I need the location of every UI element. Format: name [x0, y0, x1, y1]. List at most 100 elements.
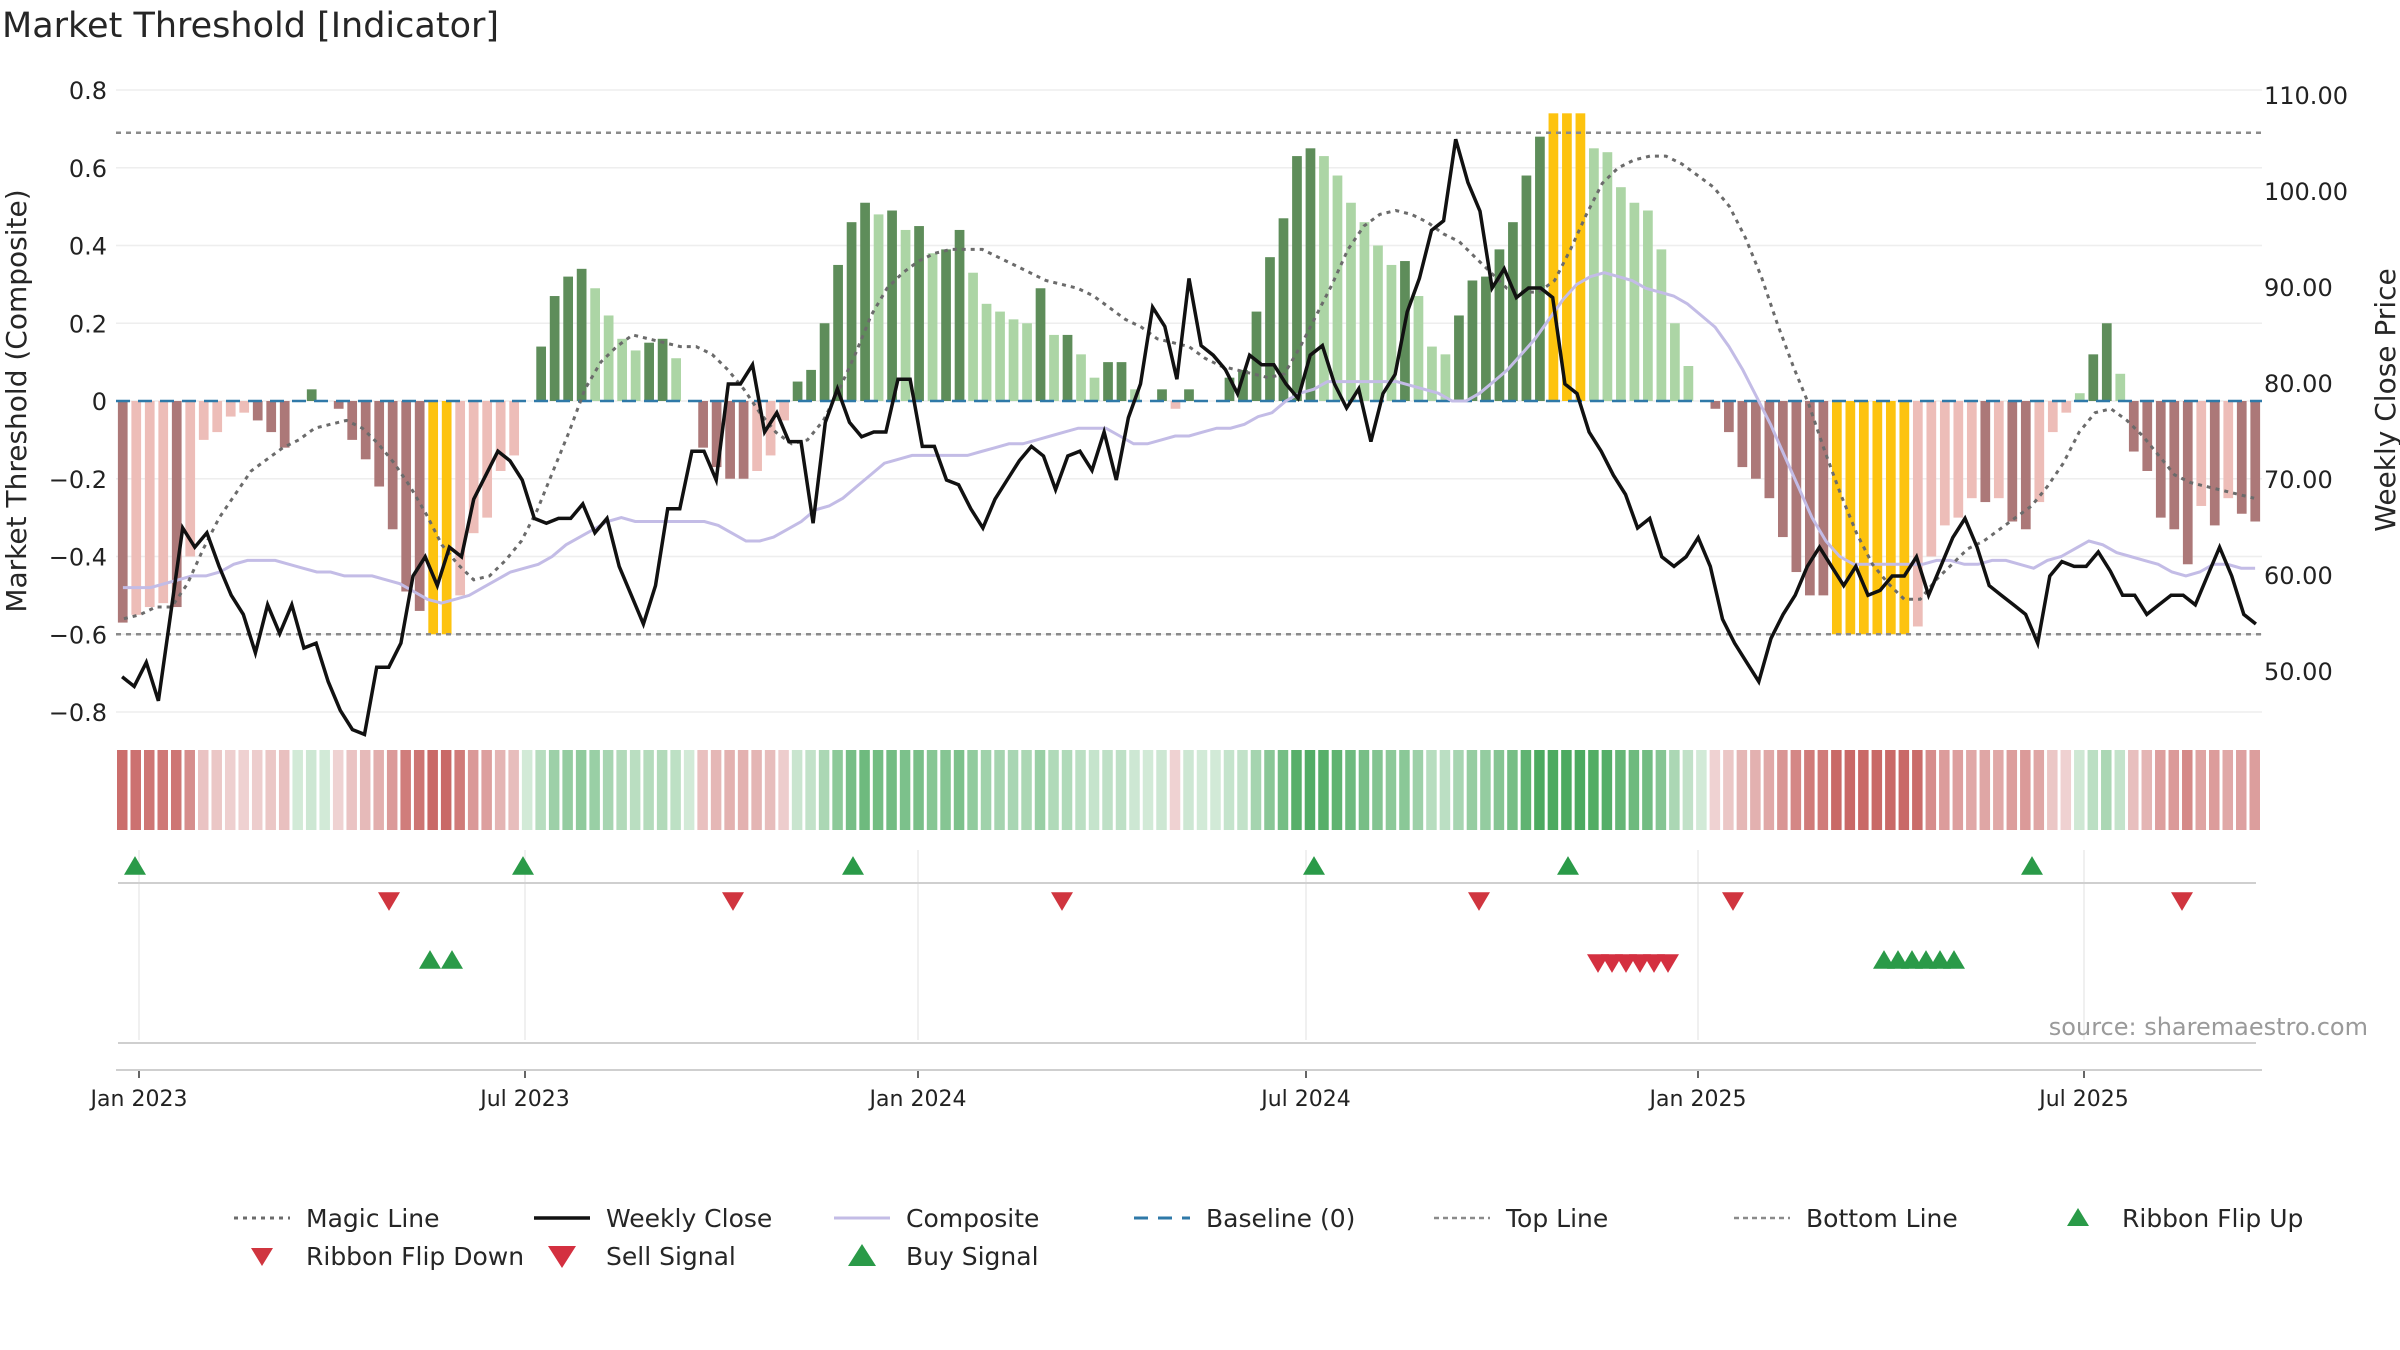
composite-bar [2169, 401, 2180, 530]
ribbon-cell [859, 750, 870, 830]
y-tick-label: 0 [92, 388, 107, 416]
composite-bar [2047, 401, 2058, 433]
y-tick-label: 0.4 [69, 233, 107, 261]
composite-bar [509, 401, 520, 456]
ribbon-cell [454, 750, 465, 830]
composite-bar [1305, 148, 1316, 401]
composite-bar [536, 346, 547, 401]
x-tick-label: Jan 2025 [1648, 1087, 1747, 1112]
composite-bar [1535, 136, 1545, 401]
ribbon-cell [1763, 750, 1775, 830]
composite-bar [198, 401, 209, 440]
ribbon-cell [400, 750, 411, 830]
legend-label: Ribbon Flip Down [306, 1242, 524, 1271]
buy-signal-marker [1929, 950, 1951, 969]
composite-bar [1481, 276, 1491, 401]
source-credit: source: sharemaestro.com [2049, 1013, 2368, 1041]
x-tick-label: Jan 2023 [89, 1087, 188, 1112]
ribbon-cell [373, 750, 384, 830]
x-tick-label: Jan 2024 [868, 1087, 967, 1112]
composite-bar [1346, 202, 1356, 401]
composite-bar [563, 276, 574, 401]
ribbon-cell [1007, 750, 1019, 830]
composite-bar [2142, 401, 2153, 471]
axes: −0.8 −0.6 −0.4 −0.2 0 0.2 0.4 0.6 0.8 50.00 60.00 7… [0, 77, 2400, 1112]
ribbon-cell [2087, 750, 2099, 830]
composite-bar [1008, 319, 1019, 401]
composite-bar [117, 401, 128, 623]
ribbon-cell [2155, 750, 2166, 830]
ribbon-cell [1804, 750, 1815, 830]
ribbon-cell [1358, 750, 1370, 830]
composite-bar [2209, 401, 2220, 526]
buy-signal-marker [1887, 950, 1909, 969]
ribbon-cell [1169, 750, 1181, 830]
composite-bar [1413, 296, 1424, 401]
ribbon-cell [535, 750, 546, 830]
composite-bar [1710, 401, 1721, 409]
triangle-down-icon [251, 1248, 273, 1266]
ribbon-cell [670, 750, 681, 830]
composite-bar [1885, 401, 1896, 635]
composite-bar [819, 323, 830, 401]
ribbon-cell [2182, 750, 2193, 830]
ribbon-cell [1574, 750, 1586, 830]
composite-bar [360, 401, 371, 460]
ribbon-cell [2168, 750, 2180, 830]
ribbon-cell [1696, 750, 1707, 830]
legend-item: Buy Signal [848, 1242, 1039, 1271]
ribbon-cell [1439, 750, 1451, 830]
ribbon-flip-down-marker [2171, 892, 2193, 911]
y-tick-label: −0.6 [49, 621, 107, 649]
weekly-close-line [121, 138, 2257, 737]
composite-bar [212, 401, 223, 433]
composite-bar [279, 401, 290, 448]
composite-bar [1332, 175, 1343, 401]
ribbon-cell [292, 750, 303, 830]
ribbon-cell [2020, 750, 2031, 830]
ribbon-cell [1790, 750, 1802, 830]
ribbon-cell [1534, 750, 1545, 830]
ribbon-cell [2141, 750, 2153, 830]
ribbon-flip-up-marker [512, 856, 534, 875]
ribbon-cell [2222, 750, 2234, 830]
composite-bar [2061, 401, 2072, 413]
composite-bar [1089, 377, 1100, 401]
ribbon-flip-up-marker [124, 856, 146, 875]
series-lines [116, 131, 2262, 737]
ribbon-cell [319, 750, 330, 830]
chart-title: Market Threshold [Indicator] [2, 6, 500, 46]
ribbon-cell [1385, 750, 1397, 830]
composite-bar [2236, 401, 2247, 514]
composite-bar [1035, 288, 1046, 401]
composite-bar [860, 202, 870, 401]
legend-label: Ribbon Flip Up [2122, 1204, 2303, 1233]
composite-bar [1427, 346, 1437, 401]
ribbon-cell [575, 750, 587, 830]
sell-signal-marker [1629, 954, 1651, 973]
ribbon-cell [2006, 750, 2018, 830]
legend-label: Composite [906, 1204, 1039, 1233]
x-tick-label: Jul 2025 [2037, 1087, 2129, 1112]
y2-tick-label: 100.00 [2264, 178, 2348, 206]
composite-bar [833, 264, 843, 401]
composite-bar [981, 303, 992, 401]
composite-bar [2020, 401, 2031, 530]
composite-bar [1656, 249, 1667, 401]
composite-bar [1899, 401, 1910, 635]
ribbon-cell [967, 750, 978, 830]
ribbon-cell [1655, 750, 1667, 830]
composite-bar [2074, 393, 2085, 401]
ribbon-cell [1196, 750, 1208, 830]
composite-bar [1076, 354, 1086, 401]
ribbon-flip-up-marker [2021, 856, 2043, 875]
ribbon-cell [1021, 750, 1032, 830]
sell-signal-marker [1657, 954, 1679, 973]
composite-bar [455, 401, 466, 596]
buy-signal-marker [1943, 950, 1965, 969]
y2-tick-label: 110.00 [2264, 82, 2348, 110]
ribbon-cell [1291, 750, 1302, 830]
composite-bar [1912, 401, 1923, 627]
composite-bar [1778, 401, 1788, 538]
ribbon-cell [1088, 750, 1100, 830]
